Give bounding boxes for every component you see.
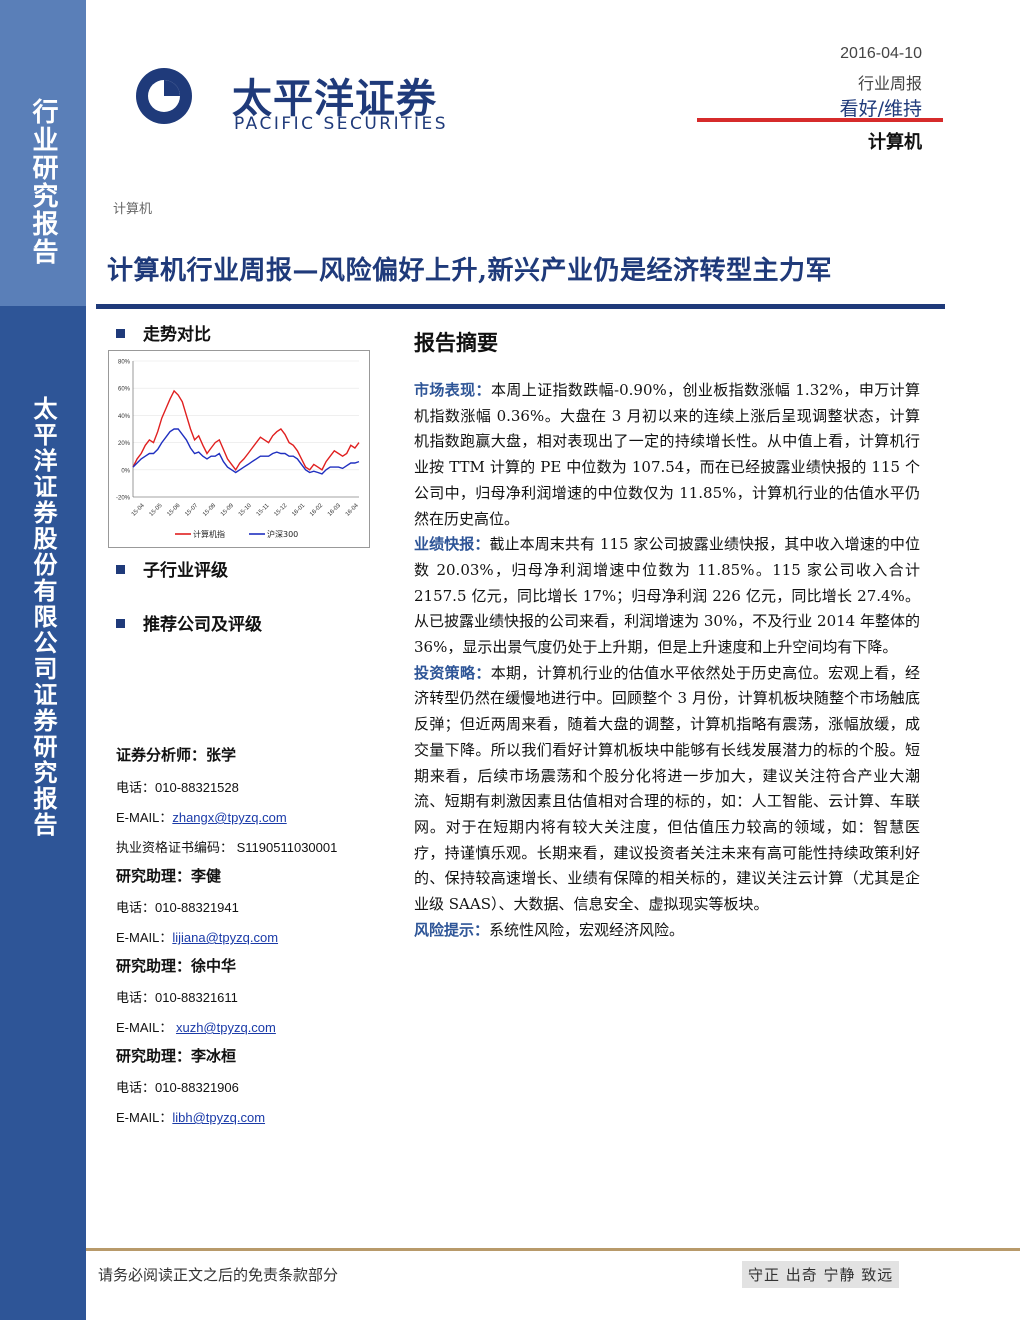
brand-name-cn: 太平洋证券 — [232, 76, 437, 122]
paragraph-text: 系统性风险，宏观经济风险。 — [489, 920, 685, 939]
x-tick-label: 16-04 — [345, 502, 361, 518]
sidebar-report-type: 行业研究报告 — [28, 98, 58, 266]
y-tick-label: 40% — [118, 414, 131, 420]
company-logo — [133, 30, 196, 156]
industry-label: 计算机 — [868, 132, 922, 153]
assistant-phone: 电话：010-88321611 — [116, 987, 238, 1006]
rating: 看好/维持 — [839, 98, 922, 120]
assistant-email: E-MAIL： xuzh@tpyzq.com — [116, 1017, 276, 1036]
email-label: E-MAIL： — [116, 1020, 173, 1035]
category-label: 计算机 — [113, 202, 153, 217]
recommend-heading: 推荐公司及评级 — [116, 610, 262, 635]
y-tick-label: 60% — [118, 387, 131, 393]
assistant-role: 研究助理：徐中华 — [116, 957, 237, 975]
analyst-role: 证券分析师：张学 — [116, 746, 237, 764]
analyst-phone: 电话：010-88321528 — [116, 777, 239, 796]
x-tick-label: 16-01 — [291, 502, 307, 518]
x-tick-label: 15-12 — [273, 502, 289, 518]
analyst-email: E-MAIL：zhangx@tpyzq.com — [116, 807, 287, 826]
phone-label: 电话： — [116, 990, 156, 1005]
x-tick-label: 15-11 — [256, 502, 271, 517]
x-tick-label: 15-10 — [238, 502, 254, 518]
assistant-role: 研究助理：李健 — [116, 867, 222, 885]
y-tick-label: 80% — [118, 360, 131, 366]
trend-chart-svg: 80%60%40%20%0%-20%15-04 15-05 15-06 15-07 15… — [116, 360, 361, 540]
phone-value: 010-88321941 — [155, 900, 239, 915]
x-tick-label: 15-04 — [131, 502, 147, 518]
phone-label: 电话： — [116, 780, 156, 795]
subindustry-heading-text: 子行业评级 — [143, 561, 228, 581]
x-tick-label: 15-06 — [166, 502, 182, 518]
summary-paragraph-risk: 风险提示：系统性风险，宏观经济风险。 — [414, 918, 920, 944]
series-line-csi300 — [132, 428, 360, 475]
y-tick-label: 0% — [121, 468, 130, 474]
page-title: 计算机行业周报—风险偏好上升,新兴产业仍是经济转型主力军 — [107, 256, 833, 286]
recommend-heading-text: 推荐公司及评级 — [143, 615, 262, 635]
paragraph-text: 本周上证指数跌幅-0.90%，创业板指数涨幅 1.32%，申万计算机指数涨幅 0… — [414, 381, 920, 528]
phone-label: 电话： — [116, 900, 156, 915]
trend-heading-text: 走势对比 — [143, 325, 211, 345]
x-tick-label: 16-02 — [309, 502, 325, 518]
legend-label: 沪深300 — [267, 529, 298, 539]
footer-disclaimer: 请务必阅读正文之后的免责条款部分 — [98, 1266, 339, 1284]
paragraph-label: 投资策略： — [414, 663, 491, 682]
summary-paragraph-strategy: 投资策略：本期，计算机行业的估值水平依然处于历史高位。宏观上看，经济转型仍然在缓… — [414, 661, 920, 918]
paragraph-label: 业绩快报： — [414, 535, 490, 554]
email-link[interactable]: lijiana@tpyzq.com — [172, 930, 279, 945]
footer-motto: 守正 出奇 宁静 致远 — [742, 1261, 900, 1288]
y-tick-label: -20% — [116, 496, 131, 502]
trend-chart: 80% 60% 40% 20% 0% -20% 15-04 15-05 15-06 15-07 15… — [108, 350, 370, 548]
phone-value: 010-88321611 — [155, 990, 238, 1005]
sidebar-top-panel — [0, 0, 86, 306]
x-tick-label: 15-09 — [220, 502, 236, 518]
trend-heading: 走势对比 — [116, 320, 211, 345]
phone-label: 电话： — [116, 1080, 156, 1095]
email-link[interactable]: zhangx@tpyzq.com — [172, 810, 287, 825]
email-label: E-MAIL： — [116, 930, 173, 945]
analyst-license: 执业资格证书编码： S1190511030001 — [116, 840, 338, 855]
square-bullet-icon — [116, 329, 125, 338]
title-divider — [96, 304, 945, 309]
assistant-phone: 电话：010-88321906 — [116, 1077, 239, 1096]
phone-value: 010-88321528 — [155, 780, 239, 795]
series-line-computer-index — [132, 389, 360, 472]
x-tick-label: 15-08 — [202, 502, 218, 518]
paragraph-label: 市场表现： — [414, 381, 491, 399]
phone-value: 010-88321906 — [155, 1080, 239, 1095]
email-link[interactable]: xuzh@tpyzq.com — [175, 1020, 276, 1035]
sidebar: 行业研究报告 太平洋证券股份有限公司证券研究报告 — [0, 0, 86, 1320]
footer-divider — [86, 1248, 1020, 1251]
brand-name-en: PACIFIC SECURITIES — [234, 114, 449, 134]
report-type: 行业周报 — [857, 74, 922, 93]
assistant-email: E-MAIL：libh@tpyzq.com — [116, 1107, 265, 1126]
x-tick-label: 16-03 — [327, 502, 343, 518]
report-date: 2016-04-10 — [840, 45, 922, 62]
email-label: E-MAIL： — [116, 810, 173, 825]
assistant-email: E-MAIL：lijiana@tpyzq.com — [116, 927, 278, 946]
assistant-phone: 电话：010-88321941 — [116, 897, 239, 916]
paragraph-text: 本期，计算机行业的估值水平依然处于历史高位。宏观上看，经济转型仍然在缓慢地进行中… — [414, 663, 920, 914]
paragraph-label: 风险提示： — [414, 920, 490, 939]
paragraph-text: 截止本周末共有 115 家公司披露业绩快报，其中收入增速的中位数 20.03%，… — [414, 535, 920, 657]
assistant-role: 研究助理：李冰桓 — [116, 1047, 237, 1065]
sidebar-company-name: 太平洋证券股份有限公司证券研究报告 — [29, 396, 58, 838]
summary-paragraph-market: 市场表现：本周上证指数跌幅-0.90%，创业板指数涨幅 1.32%，申万计算机指… — [414, 378, 920, 532]
header-accent-bar — [697, 118, 943, 122]
summary-heading: 报告摘要 — [414, 330, 498, 355]
square-bullet-icon — [116, 565, 125, 574]
summary-body: 市场表现：本周上证指数跌幅-0.90%，创业板指数涨幅 1.32%，申万计算机指… — [414, 378, 920, 943]
email-label: E-MAIL： — [116, 1110, 173, 1125]
x-tick-label: 15-05 — [149, 502, 165, 518]
x-tick-label: 15-07 — [184, 502, 200, 518]
legend-label: 计算机指 — [193, 529, 225, 539]
y-tick-label: 20% — [118, 441, 131, 447]
summary-paragraph-earnings: 业绩快报：截止本周末共有 115 家公司披露业绩快报，其中收入增速的中位数 20… — [414, 532, 920, 661]
subindustry-heading: 子行业评级 — [116, 556, 228, 581]
square-bullet-icon — [116, 619, 125, 628]
email-link[interactable]: libh@tpyzq.com — [172, 1110, 266, 1125]
